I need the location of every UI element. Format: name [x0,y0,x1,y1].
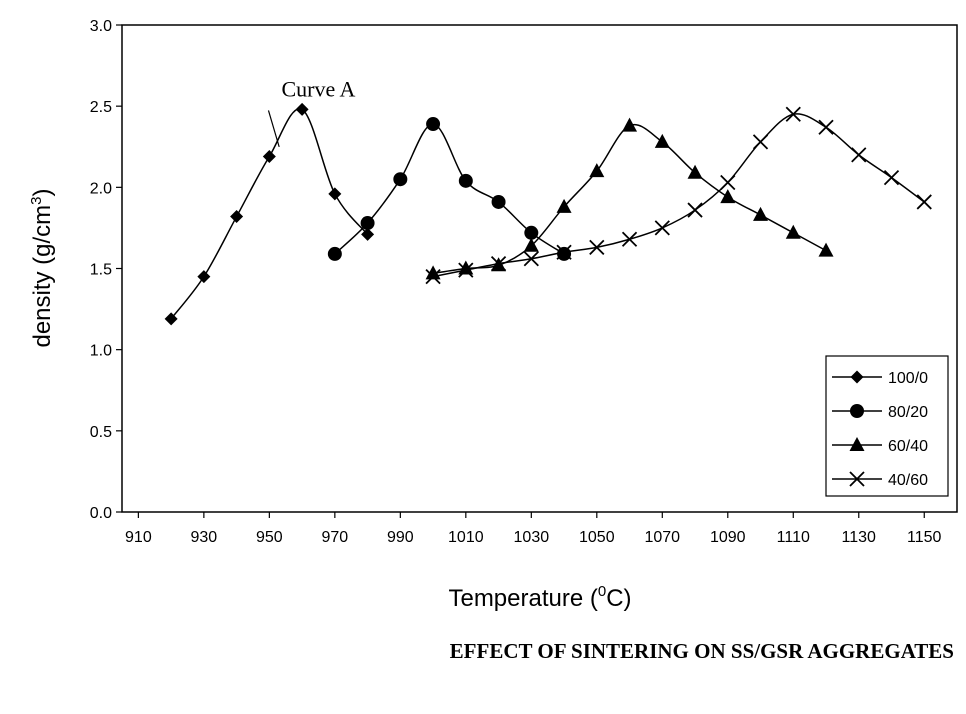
data-point [654,133,670,148]
x-tick-label: 1010 [448,529,484,546]
annotation-label: Curve A [281,76,355,101]
data-point [458,262,474,278]
data-point [556,244,572,260]
data-point [851,147,867,163]
x-tick-label: 970 [321,529,348,546]
legend-items: 100/0 80/20 60/40 40/60 [832,370,928,489]
legend-label: 60/40 [888,438,928,455]
series-line [432,123,827,275]
x-axis: 910 930 950 970 990 1010 1030 1050 1070 1090 1110 1… [125,512,942,546]
data-point [327,246,342,261]
data-point [818,119,834,135]
data-point [785,224,801,239]
data-point [916,194,932,210]
data-point [197,270,211,284]
data-point [426,117,441,132]
data-point [523,251,539,267]
legend-marker [850,404,864,418]
legend: 100/0 80/20 60/40 40/60 [825,355,949,497]
y-tick-label: 3.0 [90,18,112,35]
data-point [360,216,375,231]
data-point [883,169,900,186]
data-point [328,187,342,201]
data-point [524,225,539,240]
y-tick-label: 2.5 [90,99,112,116]
legend-label: 80/20 [888,404,928,421]
data-point [687,164,703,179]
data-point [622,117,638,132]
y-tick-label: 1.5 [90,262,112,279]
legend-label: 100/0 [888,370,928,387]
annotation-leader-line [267,110,280,148]
y-axis-title: density (g/cm3) [28,188,56,347]
x-tick-label: 950 [256,529,283,546]
legend-marker [849,437,865,451]
series-line [170,108,369,320]
data-point [818,242,834,257]
x-tick-label: 1030 [514,529,550,546]
data-point [687,202,703,218]
data-point [752,134,769,150]
data-point [785,106,801,122]
legend-item: 100/0 [832,370,928,387]
x-tick-label: 1150 [907,529,942,546]
data-point [523,237,539,252]
x-tick-label: 930 [191,529,218,546]
x-tick-label: 1110 [777,529,810,546]
curve-annotation: Curve A [267,76,356,148]
legend-marker [850,370,864,384]
legend-marker [849,471,865,487]
legend-item: 40/60 [832,471,928,489]
data-point [557,246,572,261]
x-tick-label: 990 [387,529,414,546]
data-point [490,255,507,272]
series-line [432,113,925,278]
series-60-40 [425,117,834,280]
data-point [654,220,670,236]
data-point [720,174,736,191]
y-tick-label: 0.0 [90,505,112,522]
data-point [393,172,408,187]
data-point [621,231,638,247]
y-tick-label: 2.0 [90,180,112,197]
data-point [589,239,605,256]
legend-item: 60/40 [832,437,928,455]
x-tick-label: 1090 [710,529,746,546]
data-point [458,173,473,188]
legend-item: 80/20 [832,404,928,421]
series-layer [164,102,932,326]
y-axis: 0.0 0.5 1.0 1.5 2.0 2.5 3.0 [90,18,122,522]
series-80-20 [327,117,572,261]
chart-title: EFFECT OF SINTERING ON SS/GSR AGGREGATES [450,639,954,663]
legend-label: 40/60 [888,472,928,489]
x-tick-label: 1050 [579,529,615,546]
series-40-60 [425,106,932,285]
data-point [262,149,276,163]
data-point [295,102,309,116]
data-point [230,210,244,224]
data-point [164,312,178,326]
y-tick-label: 0.5 [90,424,112,441]
legend-box [825,355,949,497]
x-tick-label: 1130 [842,529,877,546]
data-point [589,163,605,178]
y-tick-label: 1.0 [90,343,112,360]
data-point [753,206,769,221]
x-tick-label: 910 [125,529,152,546]
x-tick-label: 1070 [644,529,680,546]
data-point [491,194,506,209]
data-point [556,198,572,213]
series-100-0 [164,102,375,326]
x-axis-title: Temperature (0C) [448,583,631,612]
data-point [361,227,375,241]
data-point [425,268,441,285]
data-point [720,189,736,204]
